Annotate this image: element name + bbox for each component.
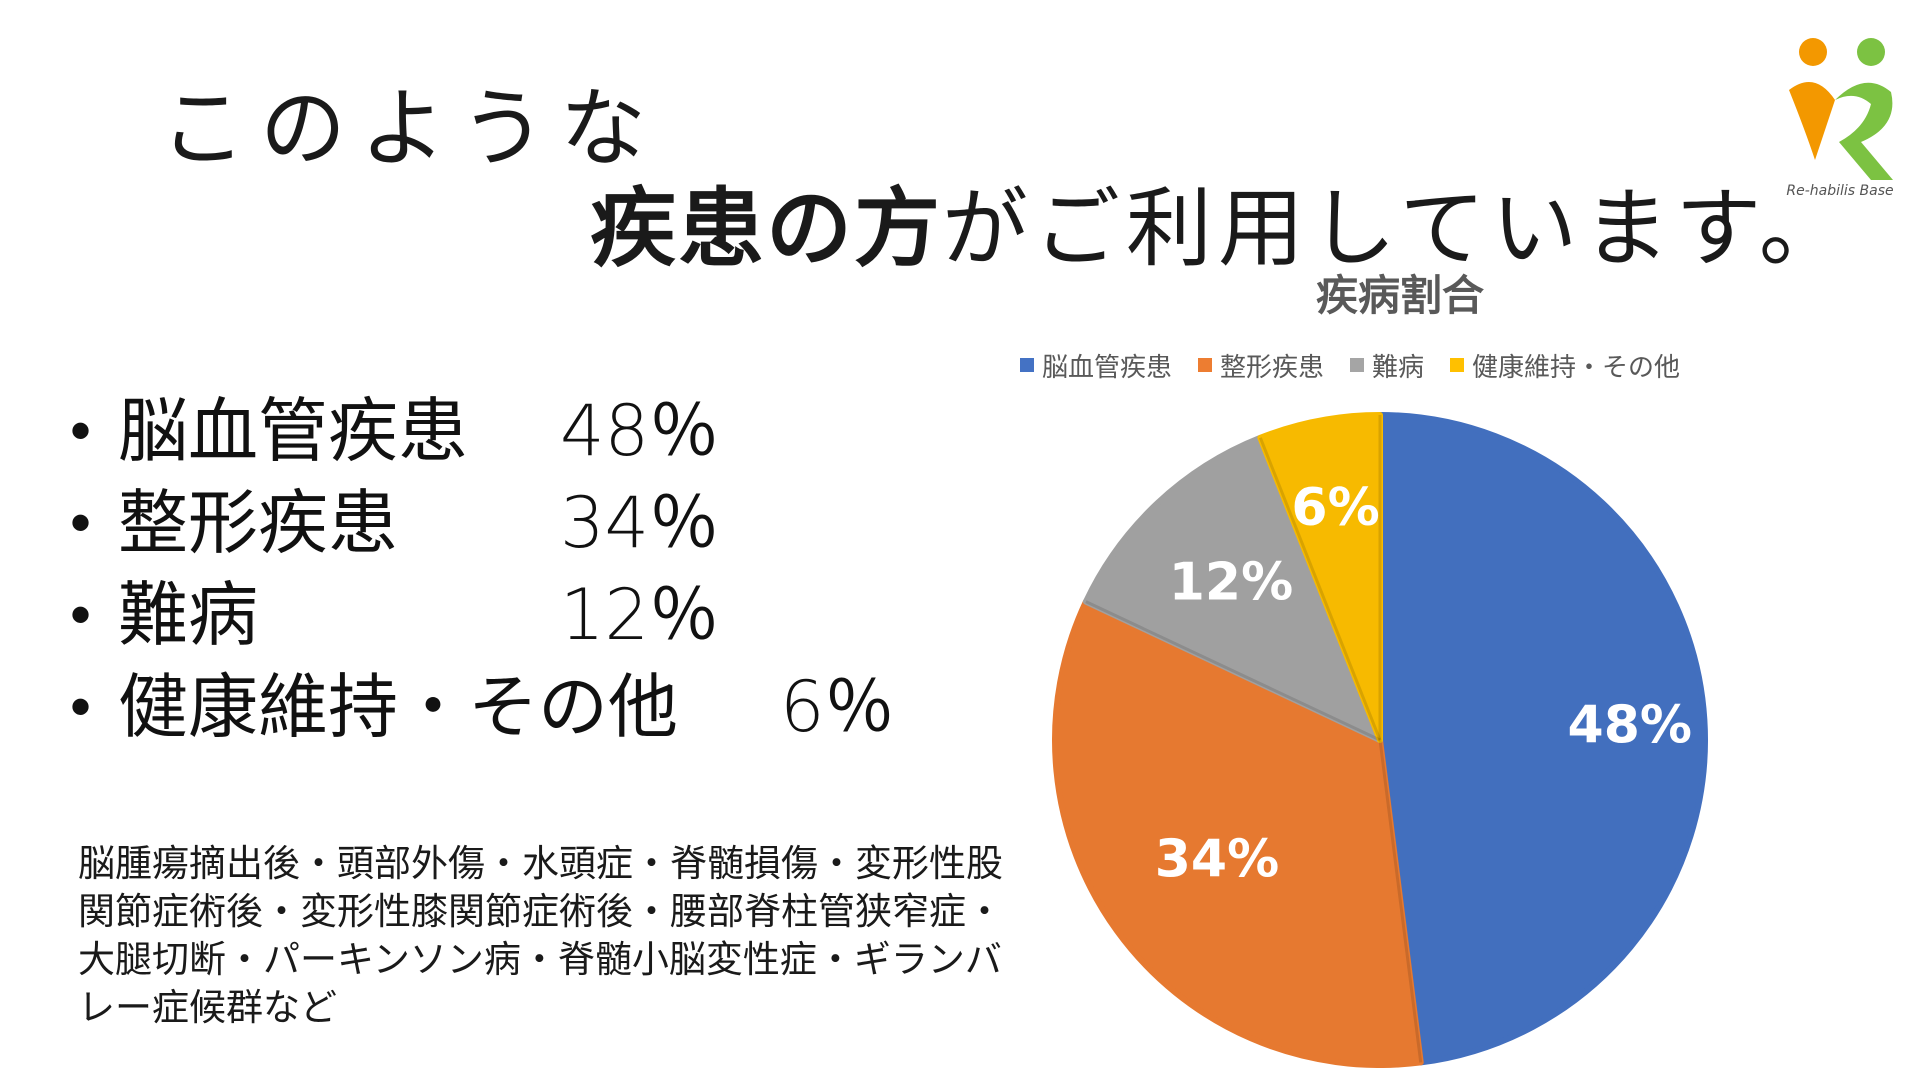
disease-row: • 健康維持・その他 6％ — [70, 661, 950, 753]
slice-separator — [1258, 437, 1382, 741]
legend-item: 難病 — [1350, 347, 1424, 384]
title-emphasis: 疾患の方 — [590, 179, 942, 279]
legend-swatch — [1450, 358, 1465, 372]
bullet: • — [70, 580, 92, 650]
title-rest: がご利用しています。 — [942, 179, 1851, 279]
chart-legend: 脳血管疾患 整形疾患 難病 健康維持・その他 — [1020, 347, 1680, 384]
rehabilis-logo: Re-habilis Base — [1786, 38, 1894, 199]
slice-label: 12% — [1169, 552, 1293, 612]
title-line-1: このような — [160, 79, 660, 179]
disease-row: • 整形疾患 34％ — [70, 477, 950, 569]
bullet: • — [70, 672, 92, 742]
disease-list: • 脳血管疾患 48％ • 整形疾患 34％ • 難病 12％ • 健康維持・そ… — [70, 385, 950, 753]
bullet: • — [70, 396, 92, 466]
legend-swatch — [1350, 358, 1365, 372]
slice-label: 34% — [1155, 829, 1279, 889]
slice-separator — [1085, 600, 1381, 742]
disease-name: 難病 — [118, 574, 258, 656]
legend-label: 難病 — [1372, 352, 1425, 383]
disease-percent: 6％ — [780, 666, 895, 748]
logo-text: Re-habilis Base — [1786, 183, 1893, 199]
legend-swatch — [1198, 358, 1213, 372]
pie-slice — [1377, 412, 1708, 1066]
slice-separator — [1378, 739, 1423, 1063]
disease-percent: 34％ — [560, 482, 720, 564]
slice-label: 6% — [1291, 478, 1379, 538]
bullet: • — [70, 488, 92, 558]
pie-chart: 48% 34% 12% 6% — [1052, 412, 1708, 1068]
legend-item: 健康維持・その他 — [1450, 347, 1680, 384]
disease-row: • 難病 12％ — [70, 569, 950, 661]
disease-percent: 12％ — [560, 574, 720, 656]
legend-swatch — [1020, 358, 1034, 372]
legend-label: 整形疾患 — [1220, 352, 1325, 383]
disease-name: 脳血管疾患 — [118, 390, 468, 472]
legend-label: 健康維持・その他 — [1472, 352, 1681, 383]
disease-row: • 脳血管疾患 48％ — [70, 385, 950, 477]
example-conditions: 脳腫瘍摘出後・頭部外傷・水頭症・脊髄損傷・変形性股関節症術後・変形性膝関節症術後… — [78, 842, 1003, 1029]
disease-name: 健康維持・その他 — [118, 666, 678, 748]
legend-item: 脳血管疾患 — [1020, 347, 1172, 384]
legend-label: 脳血管疾患 — [1042, 352, 1173, 383]
pie-slice — [1257, 412, 1383, 743]
legend-item: 整形疾患 — [1198, 347, 1324, 384]
disease-name: 整形疾患 — [118, 482, 398, 564]
slice-label: 48% — [1568, 695, 1692, 755]
chart-title: 疾病割合 — [1315, 271, 1484, 320]
disease-percent: 48％ — [560, 390, 720, 472]
title-line-2: 疾患の方がご利用しています。 — [590, 158, 1851, 283]
pie-slice — [1082, 434, 1383, 743]
